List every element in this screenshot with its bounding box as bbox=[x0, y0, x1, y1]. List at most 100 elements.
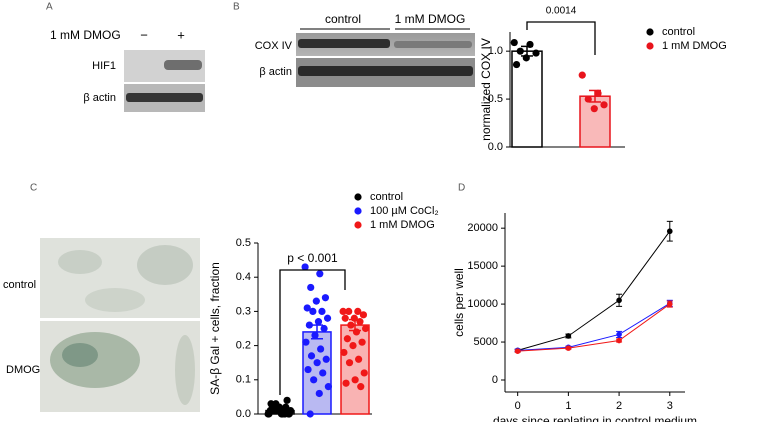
y-tick-label: 0.0 bbox=[488, 141, 503, 153]
y-tick-label: 0.2 bbox=[236, 340, 251, 352]
blot-label: β actin bbox=[259, 66, 292, 78]
annotation: p < 0.001 bbox=[287, 251, 338, 265]
data-point bbox=[318, 307, 326, 315]
data-point bbox=[339, 307, 347, 315]
blot-label: HIF1 bbox=[92, 60, 116, 72]
blot-band bbox=[164, 60, 202, 70]
blot-label: COX IV bbox=[255, 40, 293, 52]
y-tick-label: 0.5 bbox=[488, 93, 503, 105]
data-point bbox=[359, 311, 368, 319]
y-tick-label: 0.4 bbox=[236, 271, 251, 283]
data-point bbox=[303, 304, 311, 312]
blot-label: 1 mM DMOG bbox=[395, 12, 466, 26]
data-point bbox=[307, 283, 315, 292]
data-point bbox=[516, 47, 524, 55]
panel-label: A bbox=[46, 2, 53, 13]
data-point bbox=[358, 338, 366, 346]
data-point bbox=[600, 101, 608, 109]
legend-label: control bbox=[662, 26, 695, 38]
cell-cluster bbox=[58, 250, 102, 274]
data-point bbox=[594, 89, 602, 97]
x-tick-label: 2 bbox=[616, 400, 622, 412]
blot-label: 1 mM DMOG bbox=[50, 28, 121, 42]
data-point bbox=[361, 324, 370, 333]
data-point bbox=[313, 359, 321, 367]
data-point bbox=[342, 379, 350, 387]
y-tick-label: 10000 bbox=[467, 298, 498, 310]
legend-marker bbox=[354, 193, 362, 201]
y-tick-label: 0.0 bbox=[236, 408, 251, 420]
data-point bbox=[340, 348, 348, 357]
data-point bbox=[578, 71, 586, 79]
x-tick-label: 1 bbox=[565, 400, 571, 412]
data-point bbox=[265, 410, 273, 418]
x-tick-label: 3 bbox=[667, 400, 673, 412]
data-point bbox=[352, 328, 361, 336]
y-tick-label: 20000 bbox=[467, 222, 498, 234]
data-point bbox=[317, 345, 325, 353]
data-point bbox=[307, 352, 316, 360]
data-point bbox=[320, 324, 328, 333]
y-tick-label: 0.3 bbox=[236, 305, 251, 317]
blot-label: control bbox=[325, 12, 361, 26]
data-point bbox=[316, 270, 324, 278]
data-point bbox=[616, 331, 622, 338]
blot-label: − bbox=[140, 27, 148, 42]
legend-marker bbox=[354, 207, 362, 215]
data-point bbox=[354, 307, 362, 315]
legend-label: 1 mM DMOG bbox=[370, 219, 435, 231]
blot-band bbox=[126, 93, 203, 102]
y-tick-label: 15000 bbox=[467, 260, 498, 272]
data-point bbox=[319, 369, 327, 377]
data-point bbox=[345, 359, 354, 367]
data-point bbox=[565, 345, 572, 351]
y-tick-label: 1.0 bbox=[488, 45, 503, 57]
data-point bbox=[314, 318, 323, 326]
blot-band bbox=[394, 41, 472, 48]
cell-cluster bbox=[175, 335, 195, 405]
line bbox=[517, 303, 671, 352]
data-point bbox=[616, 297, 622, 304]
data-point bbox=[360, 369, 368, 377]
y-tick-label: 0.1 bbox=[236, 374, 251, 386]
line bbox=[517, 230, 671, 351]
legend-marker bbox=[354, 221, 362, 229]
annotation: 0.0014 bbox=[546, 6, 577, 17]
blot-label: β actin bbox=[83, 92, 116, 104]
data-point bbox=[321, 294, 330, 302]
data-point bbox=[312, 297, 320, 305]
data-point bbox=[345, 307, 353, 315]
legend-label: control bbox=[370, 191, 403, 203]
data-point bbox=[590, 105, 598, 113]
data-point bbox=[343, 335, 351, 343]
panel-label: B bbox=[233, 2, 240, 13]
data-point bbox=[309, 307, 317, 315]
data-point bbox=[267, 400, 275, 408]
data-point bbox=[306, 410, 314, 418]
data-point bbox=[666, 228, 673, 235]
data-point bbox=[532, 49, 540, 57]
data-point bbox=[565, 333, 572, 339]
significance-bracket bbox=[526, 21, 596, 55]
data-point bbox=[616, 337, 622, 344]
x-tick-label: 0 bbox=[515, 400, 521, 412]
bar bbox=[579, 95, 611, 148]
data-point bbox=[357, 383, 365, 391]
legend-marker bbox=[646, 28, 654, 36]
cell-cluster bbox=[62, 343, 98, 367]
line bbox=[517, 302, 671, 351]
significance-bracket bbox=[279, 269, 346, 395]
legend-label: 1 mM DMOG bbox=[662, 40, 727, 52]
data-point bbox=[584, 95, 592, 103]
data-point bbox=[323, 314, 332, 322]
data-point bbox=[347, 321, 355, 329]
data-point bbox=[341, 314, 349, 322]
data-point bbox=[324, 383, 332, 391]
data-point bbox=[514, 348, 521, 354]
legend-label: 100 µM CoCl₂ bbox=[370, 205, 439, 217]
data-point bbox=[304, 365, 312, 374]
y-tick-label: 0 bbox=[492, 374, 498, 386]
cell-cluster bbox=[137, 245, 193, 285]
data-point bbox=[355, 355, 363, 363]
data-point bbox=[301, 263, 309, 271]
